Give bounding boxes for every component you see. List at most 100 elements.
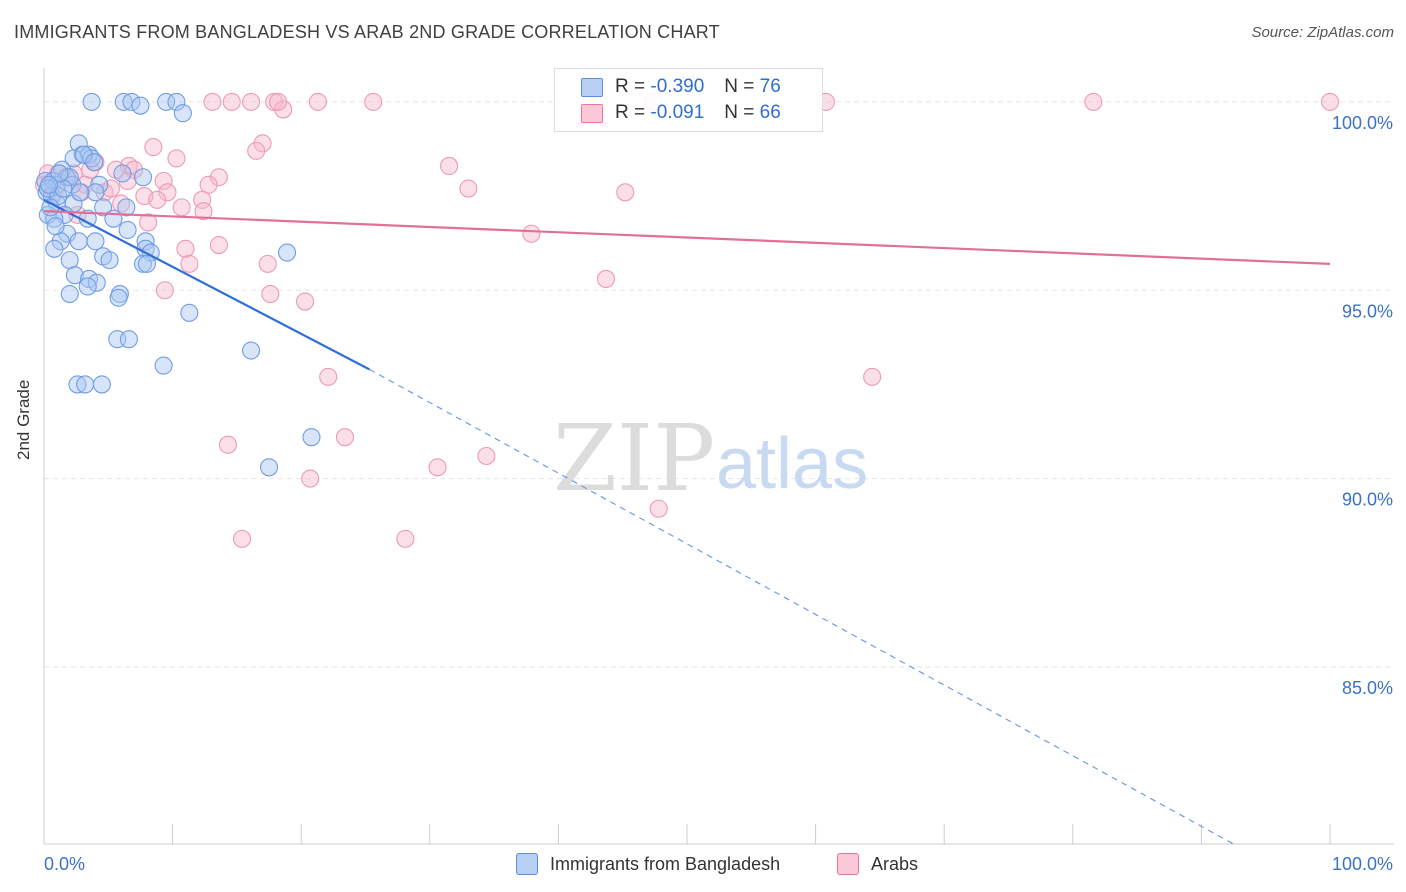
arabs-point [258, 254, 277, 273]
bangladesh-point [118, 220, 137, 240]
y-tick-label: 100.0% [1332, 113, 1393, 133]
legend-r-value: -0.091 [650, 102, 705, 123]
bangladesh-point [92, 375, 111, 394]
arabs-point [158, 183, 177, 202]
bangladesh-point [154, 356, 173, 375]
arabs-point [459, 179, 478, 198]
arabs-point [101, 179, 120, 198]
arabs-point [335, 428, 354, 447]
arabs-point [261, 284, 280, 304]
bangladesh-point [87, 273, 106, 292]
bangladesh-point [50, 164, 69, 183]
legend-swatch-blue [581, 77, 603, 97]
legend-swatch-pink [581, 103, 603, 123]
arabs-point [124, 160, 144, 179]
bangladesh-point [119, 330, 138, 349]
bangladesh-point [180, 303, 199, 322]
arabs-point [1320, 92, 1340, 111]
bangladesh-point [68, 375, 87, 394]
trend-lines [43, 198, 1331, 845]
legend-row-arabs: R = -0.091 N = 66 [581, 102, 781, 124]
arabs-point [596, 269, 616, 289]
arabs-point [649, 499, 668, 518]
arabs-point [222, 92, 241, 111]
bangladesh-point [94, 198, 113, 217]
bottom-legend-label: Immigrants from Bangladesh [550, 853, 781, 874]
bangladesh-point [46, 217, 65, 236]
arabs-point [265, 92, 284, 111]
bangladesh-point [45, 209, 64, 228]
arabs-point [232, 529, 252, 548]
arabs-point [477, 446, 496, 466]
bottom-legend-swatch-blue [516, 853, 538, 875]
arabs-point [199, 175, 218, 194]
bangladesh-trend-line [43, 198, 370, 371]
bangladesh-point [60, 284, 79, 304]
bangladesh-point [69, 232, 88, 251]
bangladesh-point [167, 92, 186, 111]
arabs-point [253, 134, 272, 153]
bangladesh-point [70, 183, 90, 202]
bangladesh-point [131, 96, 150, 115]
watermark-zip: ZIP [553, 405, 715, 512]
bangladesh-points [36, 92, 321, 477]
bangladesh-point [133, 168, 153, 187]
watermark: ZIP atlas [553, 405, 868, 512]
legend-n-value: 76 [759, 76, 781, 97]
x-tick-label: 100.0% [1332, 854, 1393, 874]
bangladesh-point [78, 277, 97, 296]
arabs-trend-line [43, 210, 1331, 265]
bottom-legend-swatch-pink [837, 853, 859, 875]
arabs-point [209, 168, 228, 187]
bangladesh-point [45, 239, 64, 258]
bangladesh-point [173, 104, 192, 123]
correlation-legend: R = -0.390 N = 76 R = -0.091 N = 66 [554, 68, 823, 132]
y-tick-label: 95.0% [1342, 301, 1393, 321]
arabs-point [1084, 92, 1103, 111]
arabs-point [301, 469, 320, 488]
source-label: Source: ZipAtlas.com [1251, 24, 1394, 41]
bangladesh-point [64, 149, 83, 168]
bottom-legend-label: Arabs [871, 853, 919, 874]
bangladesh-point [278, 243, 297, 262]
bangladesh-point [109, 288, 128, 307]
legend-n-label: N = [724, 76, 755, 97]
arabs-point [218, 435, 237, 454]
bangladesh-point [74, 145, 93, 164]
legend-r-value: -0.390 [650, 76, 705, 97]
bangladesh-point [137, 254, 156, 273]
bangladesh-point [76, 375, 95, 394]
bangladesh-point [302, 428, 321, 447]
arabs-point [247, 141, 266, 160]
arabs-point [241, 92, 261, 111]
bangladesh-point [60, 251, 79, 270]
arabs-point [194, 202, 213, 221]
arabs-point [269, 92, 288, 111]
arabs-point [308, 92, 327, 111]
arabs-point [172, 198, 191, 217]
arabs-point [144, 138, 163, 157]
chart-title: IMMIGRANTS FROM BANGLADESH VS ARAB 2ND G… [14, 22, 720, 42]
y-tick-label: 85.0% [1342, 678, 1393, 698]
arabs-point [396, 529, 415, 548]
arabs-point [139, 213, 158, 232]
gridlines [44, 101, 1394, 668]
arabs-point [522, 224, 541, 243]
arabs-point [154, 171, 173, 191]
bangladesh-point [259, 458, 279, 477]
bottom-legend-bangladesh: Immigrants from Bangladesh [516, 852, 780, 876]
bangladesh-point [113, 164, 132, 183]
bangladesh-point [82, 92, 101, 111]
arabs-point [155, 281, 174, 300]
arabs-point [180, 254, 199, 273]
arabs-point [176, 239, 195, 258]
arabs-point [296, 292, 315, 311]
bangladesh-point [40, 175, 59, 194]
bangladesh-point [85, 153, 104, 172]
bangladesh-point [241, 341, 261, 360]
bangladesh-point [86, 183, 105, 202]
legend-row-bangladesh: R = -0.390 N = 76 [581, 76, 781, 98]
bangladesh-point [157, 92, 176, 111]
axes [43, 68, 1394, 845]
